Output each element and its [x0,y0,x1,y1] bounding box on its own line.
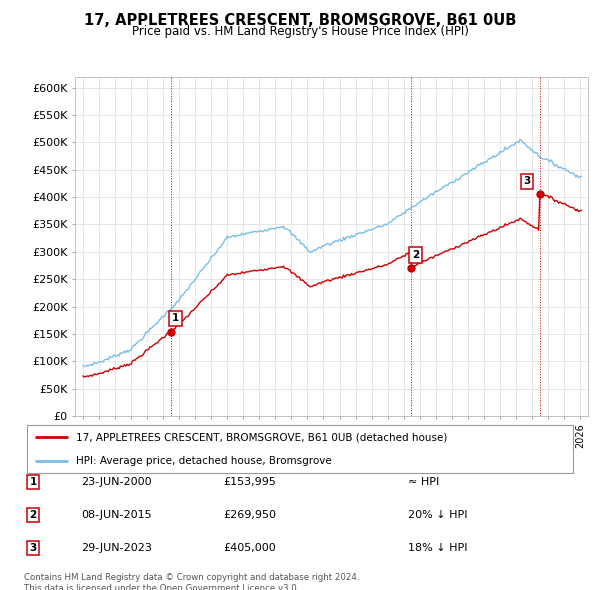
Text: 1: 1 [29,477,37,487]
Text: 17, APPLETREES CRESCENT, BROMSGROVE, B61 0UB: 17, APPLETREES CRESCENT, BROMSGROVE, B61… [84,13,516,28]
Text: 23-JUN-2000: 23-JUN-2000 [81,477,152,487]
Text: 20% ↓ HPI: 20% ↓ HPI [408,510,467,520]
FancyBboxPatch shape [27,425,573,473]
Text: £269,950: £269,950 [223,510,276,520]
Text: 3: 3 [523,176,530,186]
Text: 18% ↓ HPI: 18% ↓ HPI [408,543,467,553]
Text: 1: 1 [172,313,179,323]
Text: 3: 3 [29,543,37,553]
Text: HPI: Average price, detached house, Bromsgrove: HPI: Average price, detached house, Brom… [76,456,332,466]
Text: Contains HM Land Registry data © Crown copyright and database right 2024.
This d: Contains HM Land Registry data © Crown c… [24,573,359,590]
Text: 2: 2 [29,510,37,520]
Text: 08-JUN-2015: 08-JUN-2015 [81,510,152,520]
Text: 2: 2 [412,250,419,260]
Text: £405,000: £405,000 [223,543,276,553]
Text: 29-JUN-2023: 29-JUN-2023 [81,543,152,553]
Text: ≈ HPI: ≈ HPI [408,477,439,487]
Text: Price paid vs. HM Land Registry's House Price Index (HPI): Price paid vs. HM Land Registry's House … [131,25,469,38]
Text: 17, APPLETREES CRESCENT, BROMSGROVE, B61 0UB (detached house): 17, APPLETREES CRESCENT, BROMSGROVE, B61… [76,432,448,442]
Text: £153,995: £153,995 [223,477,276,487]
